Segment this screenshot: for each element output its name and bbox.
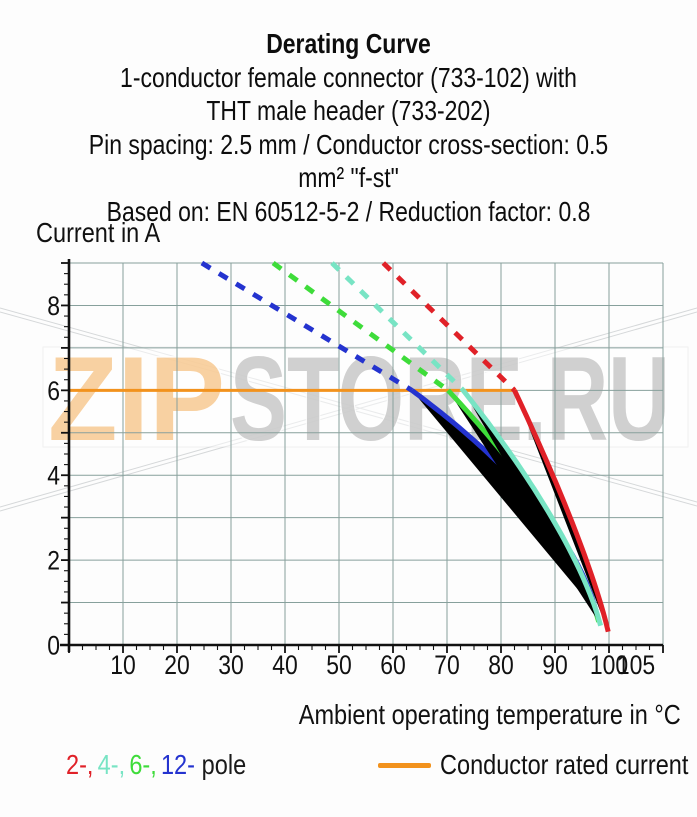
gridlines [69, 262, 664, 645]
svg-text:6: 6 [47, 376, 60, 406]
svg-text:80: 80 [488, 650, 514, 680]
chart-title-block: Derating Curve 1-conductor female connec… [0, 27, 697, 228]
svg-text:70: 70 [434, 650, 460, 680]
svg-text:4: 4 [47, 461, 60, 491]
series-2-pole [381, 261, 611, 633]
svg-text:105: 105 [617, 650, 655, 680]
pole-count-legend: 2-, 4-, 6-, 12- pole [66, 749, 285, 781]
svg-text:40: 40 [272, 650, 298, 680]
svg-text:100: 100 [590, 650, 628, 680]
svg-text:90: 90 [542, 650, 568, 680]
svg-text:20: 20 [164, 650, 190, 680]
svg-text:30: 30 [218, 650, 244, 680]
svg-text:50: 50 [326, 650, 352, 680]
legend-token-pole-word: pole [201, 749, 247, 780]
legend-token-4-pole: 4-, [97, 749, 126, 780]
svg-text:2: 2 [47, 546, 60, 576]
legend-token-6-pole: 6-, [129, 749, 157, 780]
chart-subtitle-line-4: Based on: EN 60512-5-2 / Reduction facto… [106, 195, 591, 227]
watermark-text: ZIPSTORE.RU [48, 332, 670, 466]
axes [60, 259, 663, 652]
x-axis-title: Ambient operating temperature in °C [298, 699, 681, 730]
svg-text:10: 10 [110, 650, 136, 680]
svg-text:60: 60 [380, 650, 406, 680]
legend-token-2-pole: 2-, [66, 749, 94, 780]
chart-subtitle-line-3: Pin spacing: 2.5 mm / Conductor cross-se… [88, 128, 609, 194]
svg-text:0: 0 [47, 631, 60, 661]
rated-current-line-swatch [378, 763, 431, 768]
legend-token-12-pole: 12- [160, 749, 195, 780]
rated-current-legend-label: Conductor rated current [440, 749, 689, 780]
tick-marks [61, 262, 664, 653]
watermark-band [42, 346, 689, 448]
y-axis-title: Current in A [36, 217, 161, 248]
svg-text:8: 8 [47, 291, 60, 321]
y-tick-labels: 0 2 4 6 8 [47, 291, 60, 661]
chart-subtitle-line-2: THT male header (733-202) [206, 95, 491, 126]
series-4-pole [330, 261, 603, 627]
chart-title: Derating Curve [266, 28, 431, 59]
chart-subtitle-line-1: 1-conductor female connector (733-102) w… [120, 61, 577, 93]
